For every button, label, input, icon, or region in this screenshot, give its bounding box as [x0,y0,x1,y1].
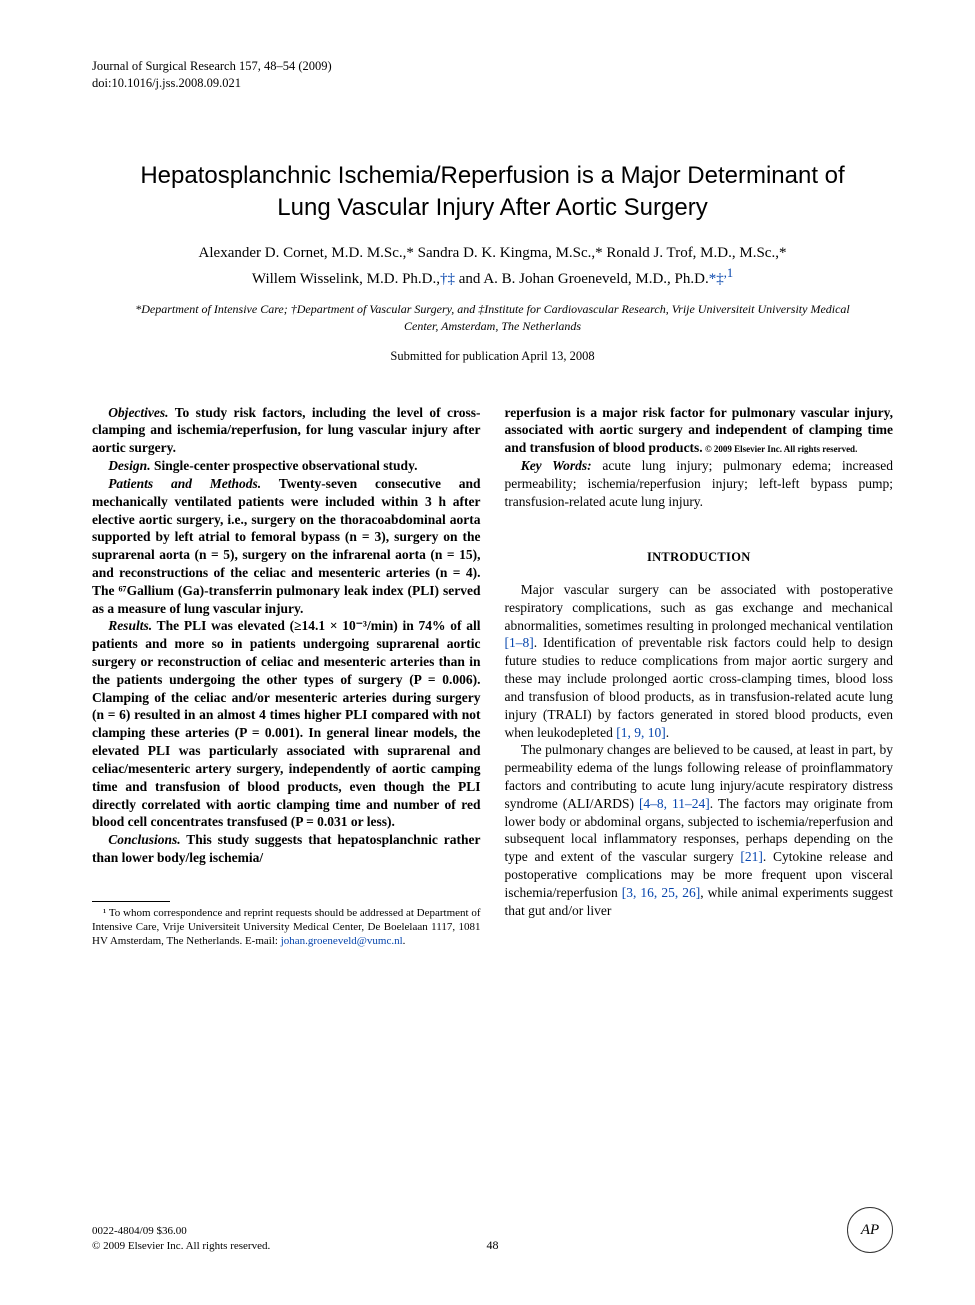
footer-copyright: © 2009 Elsevier Inc. All rights reserved… [92,1239,270,1253]
intro-paragraph-2: The pulmonary changes are believed to be… [505,741,894,919]
citation-link[interactable]: [21] [740,849,763,864]
authors: Alexander D. Cornet, M.D. M.Sc.,* Sandra… [132,243,853,292]
authors-line-2-pre: Willem Wisselink, M.D. Ph.D., [252,271,440,287]
corresponding-footnote: ¹ To whom correspondence and reprint req… [92,906,481,949]
ap-logo-icon: AP [847,1207,893,1253]
keywords: Key Words: acute lung injury; pulmonary … [505,457,894,510]
right-column: reperfusion is a major risk factor for p… [505,404,894,949]
citation-link[interactable]: [3, 16, 25, 26] [622,885,700,900]
two-column-body: Objectives. To study risk factors, inclu… [92,404,893,949]
affiliation-mark: *‡ [709,271,724,287]
publisher-logo: AP [847,1207,893,1253]
issn-price: 0022-4804/09 $36.00 [92,1224,270,1238]
journal-header: Journal of Surgical Research 157, 48–54 … [92,58,893,92]
corresponding-mark: ,1 [724,266,733,280]
citation-link[interactable]: [4–8, 11–24] [639,796,710,811]
footnote-separator [92,901,170,902]
page-footer: 0022-4804/09 $36.00 © 2009 Elsevier Inc.… [92,1207,893,1253]
affiliation-mark: †‡ [440,271,455,287]
page-number: 48 [487,1238,499,1253]
abstract-conclusions-continued: reperfusion is a major risk factor for p… [505,404,894,457]
doi-line: doi:10.1016/j.jss.2008.09.021 [92,75,893,92]
article-title: Hepatosplanchnic Ischemia/Reperfusion is… [122,160,863,225]
authors-line-1: Alexander D. Cornet, M.D. M.Sc.,* Sandra… [199,245,787,261]
authors-line-2-mid: and A. B. Johan Groeneveld, M.D., Ph.D. [455,271,709,287]
abstract-conclusions: Conclusions. This study suggests that he… [92,831,481,867]
submitted-line: Submitted for publication April 13, 2008 [92,349,893,364]
abstract-design: Design. Single-center prospective observ… [92,457,481,475]
inline-copyright: © 2009 Elsevier Inc. All rights reserved… [703,444,858,454]
abstract-objectives: Objectives. To study risk factors, inclu… [92,404,481,457]
intro-paragraph-1: Major vascular surgery can be associated… [505,581,894,741]
footer-left: 0022-4804/09 $36.00 © 2009 Elsevier Inc.… [92,1224,270,1253]
introduction-heading: INTRODUCTION [505,549,894,566]
citation-link[interactable]: [1, 9, 10] [616,725,666,740]
abstract-results: Results. The PLI was elevated (≥14.1 × 1… [92,617,481,831]
email-link[interactable]: johan.groeneveld@vumc.nl [281,935,403,947]
journal-line: Journal of Surgical Research 157, 48–54 … [92,58,893,75]
abstract-patients: Patients and Methods. Twenty-seven conse… [92,475,481,618]
left-column: Objectives. To study risk factors, inclu… [92,404,481,949]
affiliations: *Department of Intensive Care; †Departme… [122,301,863,335]
citation-link[interactable]: [1–8] [505,635,534,650]
